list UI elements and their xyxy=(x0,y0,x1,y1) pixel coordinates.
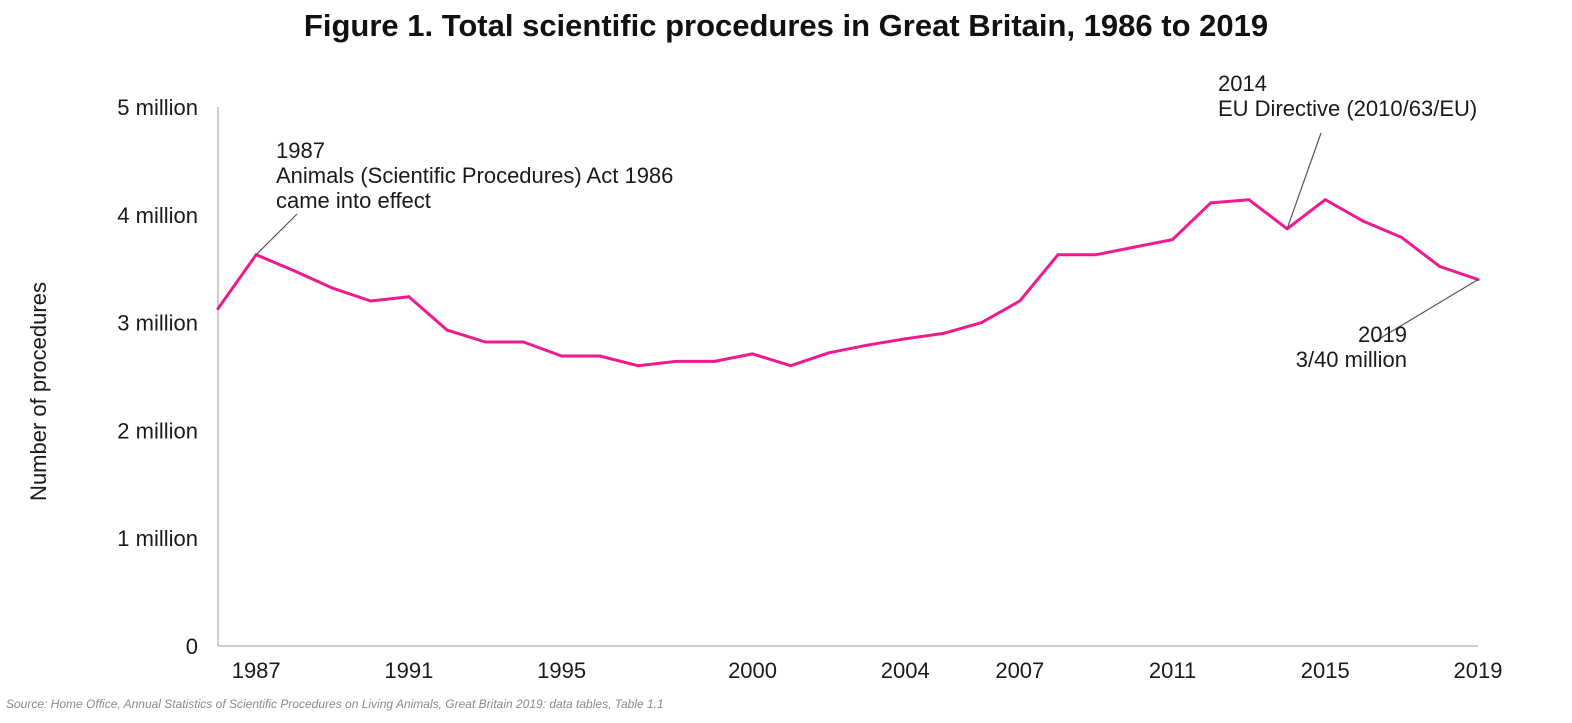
x-tick-label: 2019 xyxy=(1454,658,1503,683)
data-point xyxy=(331,286,334,290)
data-point xyxy=(598,354,602,358)
data-point xyxy=(407,295,411,299)
axes xyxy=(217,107,1478,647)
data-point xyxy=(1171,238,1174,242)
data-point xyxy=(751,352,754,356)
data-point xyxy=(980,321,984,325)
x-tick-label: 1995 xyxy=(537,658,586,683)
x-tick-label: 2015 xyxy=(1301,658,1350,683)
x-tick-label: 2000 xyxy=(728,658,777,683)
data-point xyxy=(674,359,678,363)
annotation-text: EU Directive (2010/63/EU) xyxy=(1218,96,1477,121)
annotation-text: 1987 xyxy=(276,138,325,163)
data-point xyxy=(903,337,907,341)
y-tick-labels: 0 1 million 2 million 3 million 4 million 5 m… xyxy=(117,95,198,659)
annotation-text: 2014 xyxy=(1218,71,1267,96)
y-tick-label: 4 million xyxy=(117,203,198,228)
y-axis-title: Number of procedures xyxy=(26,282,51,501)
data-point xyxy=(1094,253,1098,257)
data-point xyxy=(483,340,487,344)
annotation-text: 2019 xyxy=(1358,322,1407,347)
source-note: Source: Home Office, Annual Statistics o… xyxy=(6,697,664,711)
data-point xyxy=(1247,198,1251,202)
annotation-text: Animals (Scientific Procedures) Act 1986 xyxy=(276,163,673,188)
data-point xyxy=(522,340,525,344)
data-point xyxy=(1056,253,1060,257)
x-tick-label: 1991 xyxy=(384,658,433,683)
data-point xyxy=(560,354,564,358)
data-point xyxy=(445,328,449,332)
y-tick-label: 2 million xyxy=(117,418,198,443)
series-line xyxy=(216,198,1480,368)
data-point xyxy=(789,364,793,368)
annotation-text: came into effect xyxy=(276,188,431,213)
chart-title: Figure 1. Total scientific procedures in… xyxy=(303,8,1269,43)
y-tick-label: 3 million xyxy=(117,311,198,336)
annotation-text: 3/40 million xyxy=(1296,347,1407,372)
leader-line-2014 xyxy=(1286,132,1322,230)
data-point xyxy=(1362,219,1365,223)
x-tick-label: 1987 xyxy=(232,658,281,683)
data-point xyxy=(636,364,640,368)
data-point xyxy=(827,351,831,355)
data-point xyxy=(942,331,945,335)
x-tick-label: 2011 xyxy=(1149,658,1196,683)
data-point xyxy=(1132,245,1136,249)
data-point xyxy=(292,269,296,273)
data-point xyxy=(1438,265,1442,268)
data-point xyxy=(369,299,373,303)
x-tick-label: 2007 xyxy=(995,658,1044,683)
data-point xyxy=(216,307,220,311)
leader-line-1987 xyxy=(255,213,298,256)
data-point xyxy=(1209,201,1213,205)
y-tick-label: 1 million xyxy=(117,526,198,551)
data-point xyxy=(865,343,869,347)
x-tick-labels: 1987 1991 1995 2000 2004 2007 2011 2015 2019 xyxy=(232,658,1503,683)
y-tick-label: 5 million xyxy=(117,95,198,120)
series-layer xyxy=(216,198,1480,368)
y-tick-label: 0 xyxy=(186,634,198,659)
leader-line-2019 xyxy=(1373,278,1479,343)
data-point xyxy=(1400,235,1404,239)
data-point xyxy=(1323,198,1327,202)
data-point xyxy=(712,359,716,363)
x-tick-label: 2004 xyxy=(881,658,930,683)
data-point xyxy=(1018,299,1022,303)
